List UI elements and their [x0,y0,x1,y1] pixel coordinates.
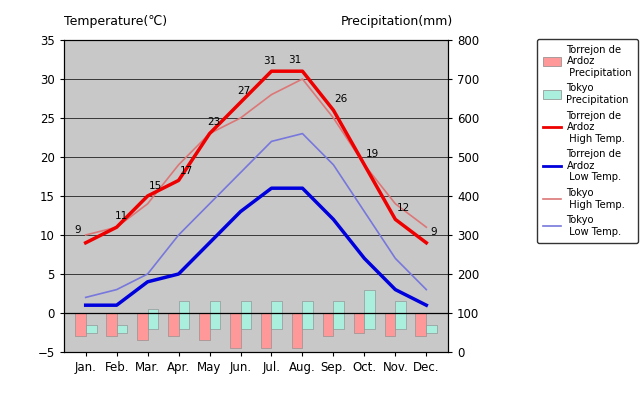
Text: Precipitation(mm): Precipitation(mm) [340,14,452,28]
Bar [116,325,127,332]
Bar [209,301,220,329]
Bar [241,301,252,329]
Text: 23: 23 [207,117,221,127]
Text: 26: 26 [335,94,348,104]
Text: 12: 12 [396,203,410,213]
Text: 9: 9 [75,225,81,235]
Bar [179,301,189,329]
Bar [148,309,159,329]
Bar [415,313,426,336]
Legend: Torrejon de
Ardoz
 Precipitation, Tokyo
Precipitation, Torrejon de
Ardoz
 High T: Torrejon de Ardoz Precipitation, Tokyo P… [538,39,638,243]
Bar [86,325,97,332]
Bar [385,313,396,336]
Bar [426,325,437,332]
Bar [271,301,282,329]
Bar [396,301,406,329]
Text: 9: 9 [431,226,437,236]
Bar [230,313,241,348]
Bar [198,313,209,340]
Bar [303,301,314,329]
Text: 31: 31 [288,55,301,65]
Text: Temperature(℃): Temperature(℃) [64,14,167,28]
Bar [137,313,148,340]
Bar [260,313,271,348]
Bar [364,290,375,329]
Bar [168,313,179,336]
Text: 17: 17 [180,166,193,176]
Text: 19: 19 [365,148,379,158]
Bar [75,313,86,336]
Bar [323,313,333,336]
Text: 15: 15 [148,181,162,191]
Bar [333,301,344,329]
Text: 27: 27 [237,86,250,96]
Text: 31: 31 [263,56,276,66]
Bar [353,313,364,332]
Bar [106,313,116,336]
Bar [292,313,303,348]
Text: 11: 11 [115,211,128,221]
